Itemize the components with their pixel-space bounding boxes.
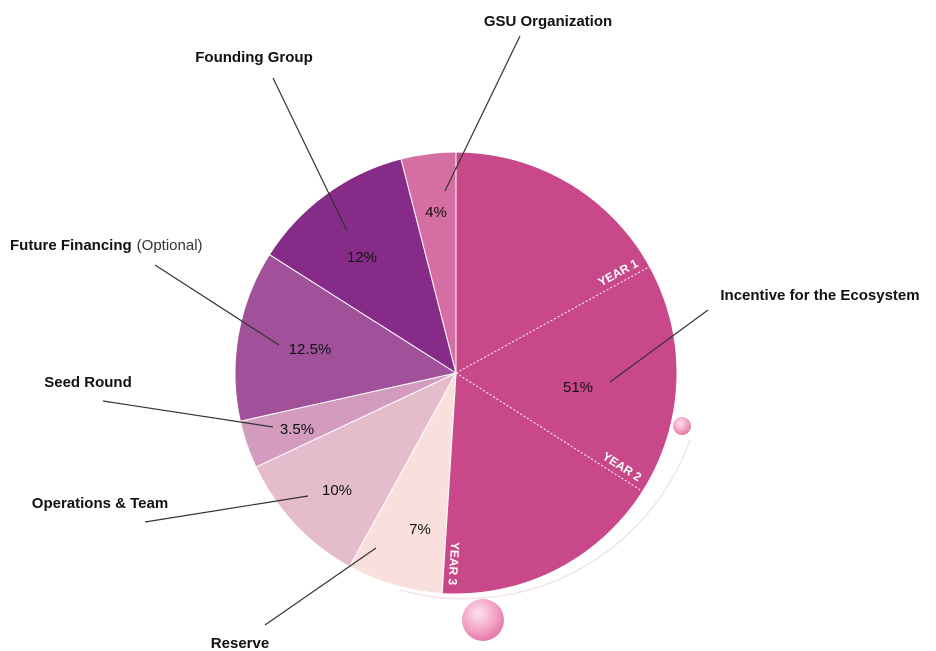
decor-bubble [673,417,691,435]
category-note: (Optional) [137,237,203,254]
year-label: YEAR 3 [445,541,462,585]
pie-slice [442,152,677,594]
decor-bubble [462,599,504,641]
category-label: Future Financing [10,237,132,254]
category-label: GSU Organization [484,13,612,30]
value-label: 51% [563,379,593,396]
leader-line [265,548,376,625]
category-label: Operations & Team [32,495,168,512]
category-label: Reserve [211,635,269,651]
chart: YEAR 1YEAR 2YEAR 3 51% Incentive for the … [0,0,936,651]
category-label: Incentive for the Ecosystem [720,287,919,304]
category-label: Seed Round [44,374,132,391]
value-label: 7% [409,521,431,538]
value-label: 12% [347,249,377,266]
value-label: 4% [425,204,447,221]
value-label: 10% [322,482,352,499]
category-label: Founding Group [195,49,312,66]
value-label: 12.5% [289,341,332,358]
value-label: 3.5% [280,421,314,438]
